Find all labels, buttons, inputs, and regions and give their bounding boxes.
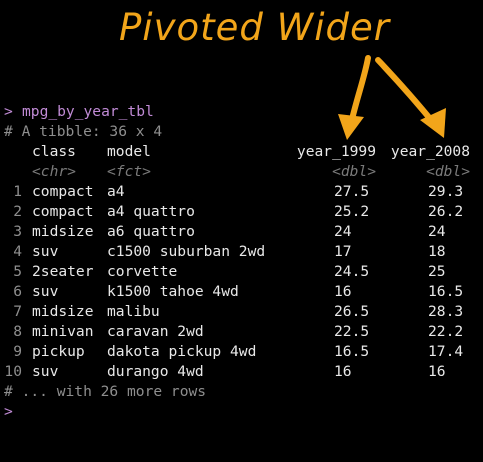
cell-model: k1500 tahoe 4wd xyxy=(107,283,239,300)
cell-class: minivan xyxy=(32,323,94,340)
table-row: 1 compact a4 27.5 29.3 xyxy=(0,182,483,202)
cell-model: caravan 2wd xyxy=(107,323,204,340)
annotation-title: Pivoted Wider xyxy=(119,6,390,49)
cell-year-1999: 22.5 xyxy=(334,323,370,340)
table-body: 1 compact a4 27.5 29.3 2 compact a4 quattro 25.2… xyxy=(0,182,483,382)
row-number: 8 xyxy=(13,323,22,340)
cell-year-2008: 28.3 xyxy=(428,303,464,320)
cell-year-1999: 26.5 xyxy=(334,303,370,320)
cell-year-2008: 17.4 xyxy=(428,343,464,360)
table-row: 7 midsize malibu 26.5 28.3 xyxy=(0,302,483,322)
annotation-arrows xyxy=(338,55,446,140)
tibble-info-line: # A tibble: 36 x 4 xyxy=(0,122,483,142)
row-number: 9 xyxy=(13,343,22,360)
cell-year-2008: 25 xyxy=(428,263,446,280)
cell-model: durango 4wd xyxy=(107,363,204,380)
cell-class: compact xyxy=(32,203,94,220)
cell-class: suv xyxy=(32,243,59,260)
cell-year-1999: 16 xyxy=(334,363,352,380)
row-number: 5 xyxy=(13,263,22,280)
col-header-year-1999: year_1999 xyxy=(296,143,376,160)
table-row: 3 midsize a6 quattro 24 24 xyxy=(0,222,483,242)
cell-class: pickup xyxy=(32,343,85,360)
row-number: 7 xyxy=(13,303,22,320)
table-row: 2 compact a4 quattro 25.2 26.2 xyxy=(0,202,483,222)
command-text: mpg_by_year_tbl xyxy=(22,103,154,120)
cell-year-2008: 18 xyxy=(428,243,446,260)
table-row: 6 suv k1500 tahoe 4wd 16 16.5 xyxy=(0,282,483,302)
cell-year-2008: 29.3 xyxy=(428,183,464,200)
cell-class: suv xyxy=(32,283,59,300)
header-row: class model year_1999 year_2008 xyxy=(0,142,483,162)
cell-year-1999: 24 xyxy=(334,223,352,240)
cell-model: corvette xyxy=(107,263,178,280)
command-line: > mpg_by_year_tbl xyxy=(0,102,483,122)
cell-year-1999: 27.5 xyxy=(334,183,370,200)
table-row: 4 suv c1500 suburban 2wd 17 18 xyxy=(0,242,483,262)
col-header-model: model xyxy=(107,143,151,160)
next-prompt-symbol: > xyxy=(4,403,13,420)
type-row: <chr> <fct> <dbl> <dbl> xyxy=(0,162,483,182)
cell-model: a4 quattro xyxy=(107,203,195,220)
row-number: 6 xyxy=(13,283,22,300)
cell-class: suv xyxy=(32,363,59,380)
col-type-class: <chr> xyxy=(32,163,76,180)
tibble-info: # A tibble: 36 x 4 xyxy=(4,123,163,140)
cell-year-1999: 25.2 xyxy=(334,203,370,220)
cell-year-1999: 24.5 xyxy=(334,263,370,280)
cell-model: malibu xyxy=(107,303,160,320)
r-console[interactable]: > mpg_by_year_tbl # A tibble: 36 x 4 cla… xyxy=(0,102,483,422)
table-row: 5 2seater corvette 24.5 25 xyxy=(0,262,483,282)
more-rows-note: # ... with 26 more rows xyxy=(4,383,207,400)
row-number: 3 xyxy=(13,223,22,240)
table-row: 10 suv durango 4wd 16 16 xyxy=(0,362,483,382)
row-number: 1 xyxy=(13,183,22,200)
cell-year-2008: 16.5 xyxy=(428,283,464,300)
col-type-year-2008: <dbl> xyxy=(426,163,470,180)
col-type-year-1999: <dbl> xyxy=(332,163,376,180)
cell-year-2008: 22.2 xyxy=(428,323,464,340)
arrowhead-year-1999-icon xyxy=(338,114,364,140)
cell-class: compact xyxy=(32,183,94,200)
col-header-class: class xyxy=(32,143,76,160)
row-number: 4 xyxy=(13,243,22,260)
cell-model: a4 xyxy=(107,183,125,200)
cell-year-2008: 26.2 xyxy=(428,203,464,220)
cell-year-1999: 17 xyxy=(334,243,352,260)
table-row: 9 pickup dakota pickup 4wd 16.5 17.4 xyxy=(0,342,483,362)
row-number: 10 xyxy=(4,363,22,380)
cell-class: midsize xyxy=(32,223,94,240)
cell-model: dakota pickup 4wd xyxy=(107,343,257,360)
cell-model: c1500 suburban 2wd xyxy=(107,243,266,260)
arrowhead-year-2008-icon xyxy=(420,108,446,138)
cell-year-2008: 16 xyxy=(428,363,446,380)
next-prompt-line[interactable]: > xyxy=(0,402,483,422)
cell-model: a6 quattro xyxy=(107,223,195,240)
table-row: 8 minivan caravan 2wd 22.5 22.2 xyxy=(0,322,483,342)
cell-year-1999: 16.5 xyxy=(334,343,370,360)
col-header-year-2008: year_2008 xyxy=(390,143,470,160)
cell-class: midsize xyxy=(32,303,94,320)
row-number: 2 xyxy=(13,203,22,220)
col-type-model: <fct> xyxy=(107,163,151,180)
footer-line: # ... with 26 more rows xyxy=(0,382,483,402)
cell-year-2008: 24 xyxy=(428,223,446,240)
cell-class: 2seater xyxy=(32,263,94,280)
prompt-symbol: > xyxy=(4,103,13,120)
cell-year-1999: 16 xyxy=(334,283,352,300)
